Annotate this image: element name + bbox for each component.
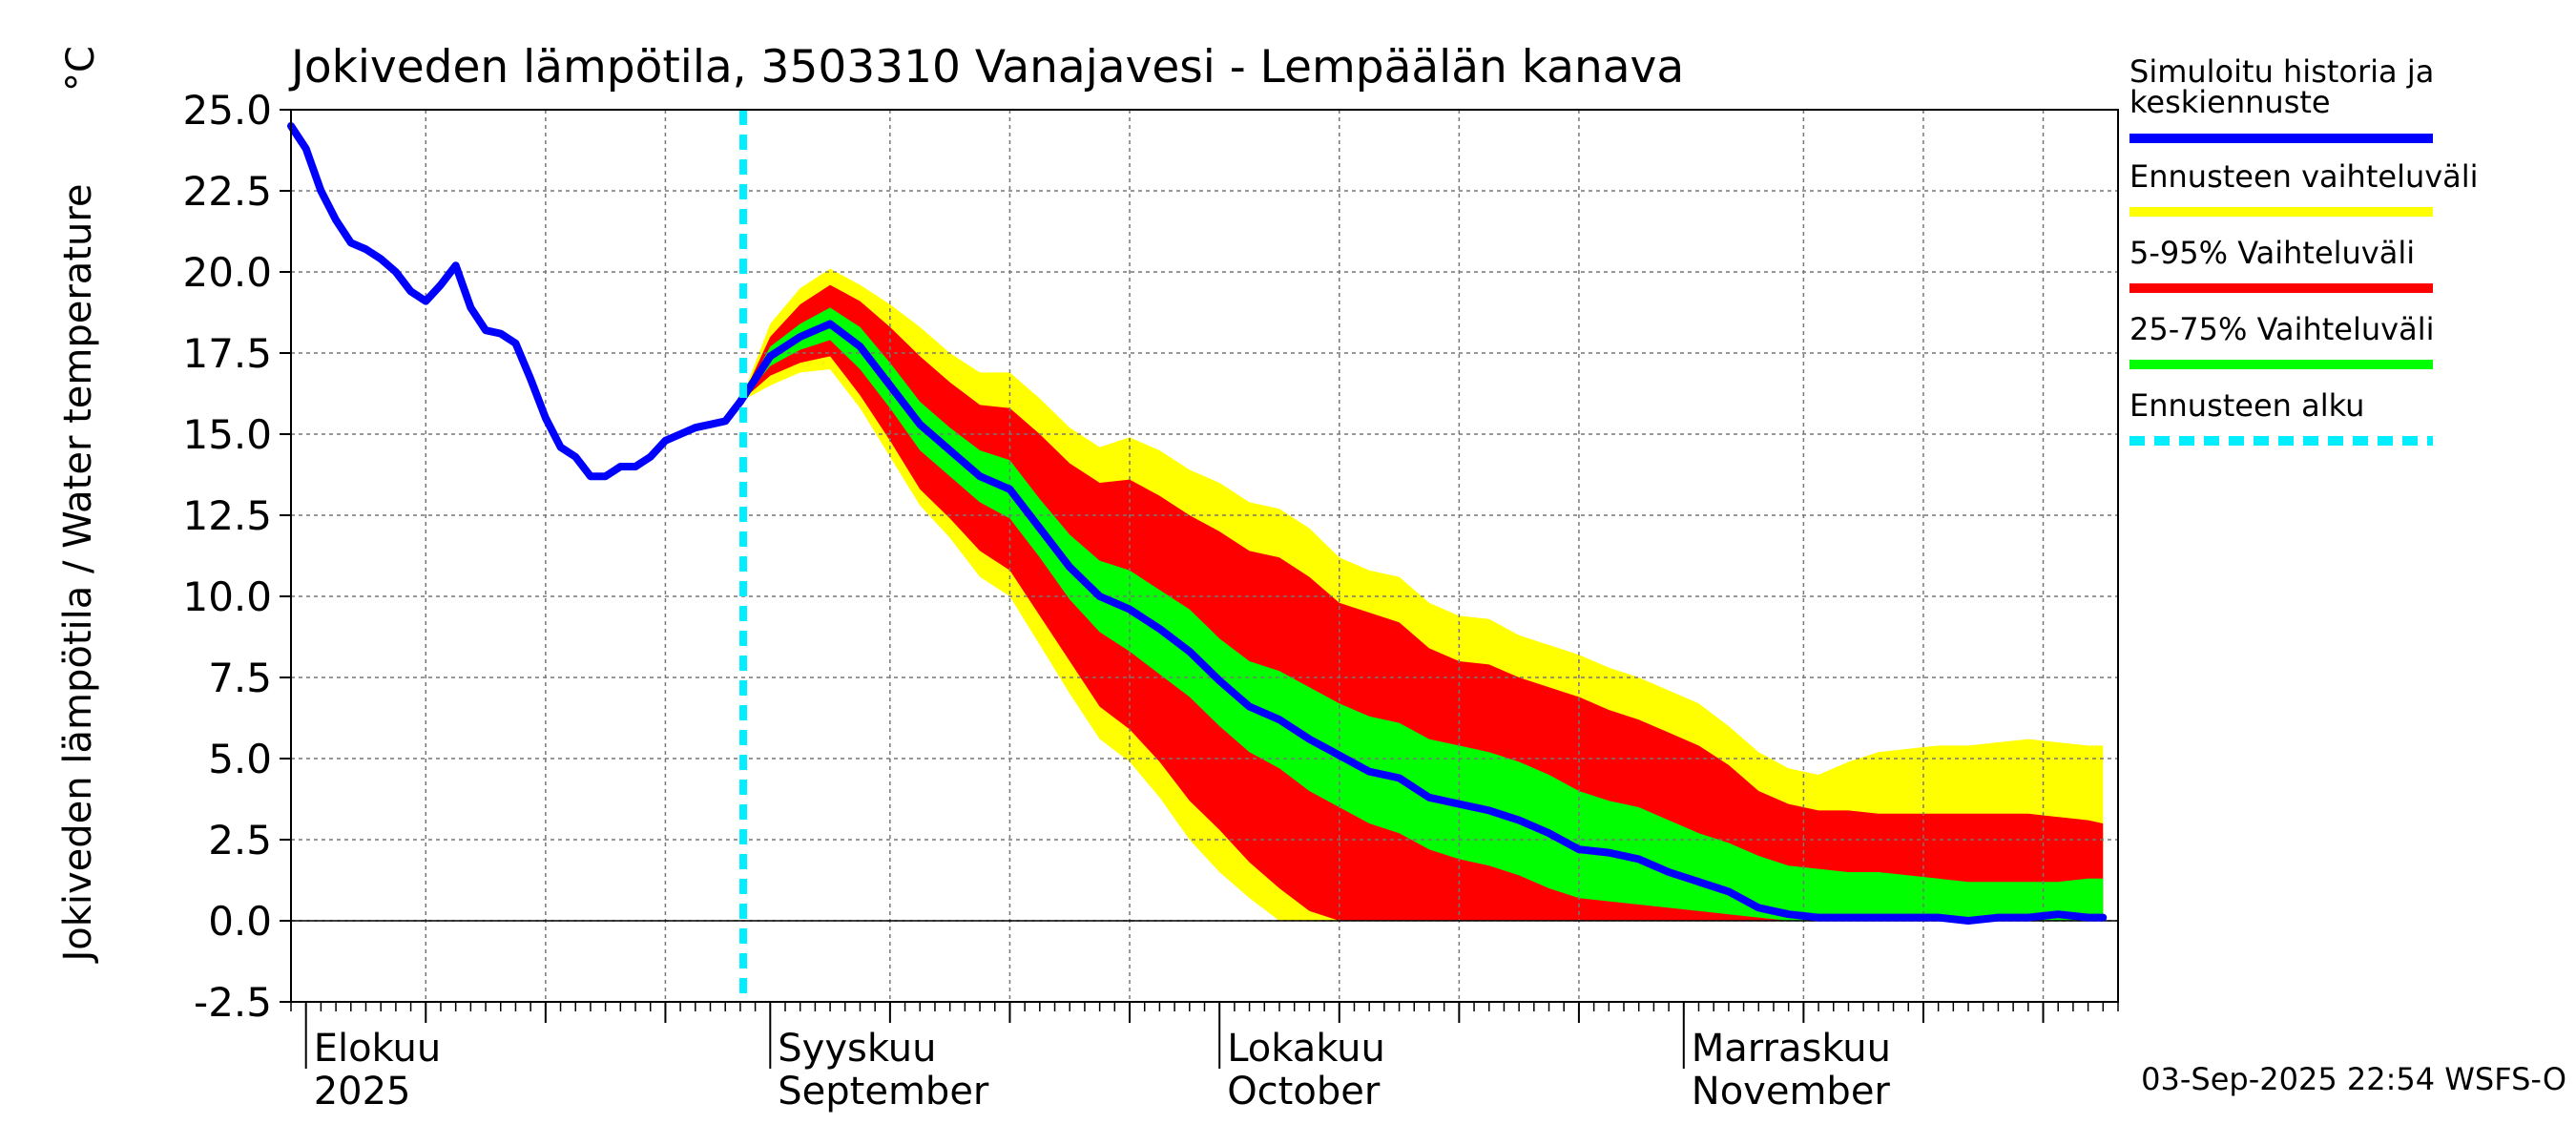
y-tick-label: 15.0 bbox=[182, 411, 272, 458]
y-tick-label: 20.0 bbox=[182, 249, 272, 296]
y-axis: -2.5 0.0 2.5 5.0 7.5 10.0 12.5 15.0 17.5 20.0 22.5… bbox=[182, 87, 291, 1026]
y-tick-label: 12.5 bbox=[182, 492, 272, 539]
y-tick-label: 22.5 bbox=[182, 168, 272, 215]
y-tick-label: 5.0 bbox=[208, 736, 272, 782]
unit-label: °C bbox=[59, 46, 103, 92]
legend-label: 5-95% Vaihteluväli bbox=[2129, 235, 2415, 271]
y-tick-label: 7.5 bbox=[208, 655, 272, 701]
footer-timestamp: 03-Sep-2025 22:54 WSFS-O bbox=[2141, 1061, 2566, 1097]
month-sublabel: 2025 bbox=[314, 1070, 411, 1114]
y-tick-label: 25.0 bbox=[182, 87, 272, 134]
forecast-range-band bbox=[739, 268, 2104, 922]
legend-label: keskiennuste bbox=[2129, 84, 2331, 120]
forecast-median-line bbox=[736, 320, 2108, 925]
chart-title: Jokiveden lämpötila, 3503310 Vanajavesi … bbox=[288, 41, 1684, 94]
month-label: Marraskuu bbox=[1692, 1027, 1891, 1071]
y-tick-label: 17.5 bbox=[182, 330, 272, 377]
legend-label: Simuloitu historia ja bbox=[2129, 53, 2434, 90]
y-tick-label: 10.0 bbox=[182, 573, 272, 620]
y-tick-label: 2.5 bbox=[208, 817, 272, 864]
y-tick-label: 0.0 bbox=[208, 898, 272, 945]
y-tick-label: -2.5 bbox=[194, 979, 272, 1026]
month-sublabel: October bbox=[1227, 1070, 1381, 1114]
legend-label: Ennusteen vaihteluväli bbox=[2129, 158, 2479, 195]
legend-label: Ennusteen alku bbox=[2129, 387, 2364, 424]
y-axis-label: Jokiveden lämpötila / Water temperature bbox=[56, 183, 100, 964]
month-sublabel: September bbox=[778, 1070, 989, 1114]
month-sublabel: November bbox=[1692, 1070, 1891, 1114]
month-label: Syyskuu bbox=[778, 1027, 936, 1071]
month-label: Elokuu bbox=[314, 1027, 442, 1071]
legend-label: 25-75% Vaihteluväli bbox=[2129, 311, 2434, 347]
month-label: Lokakuu bbox=[1227, 1027, 1385, 1071]
history-line bbox=[287, 122, 744, 481]
